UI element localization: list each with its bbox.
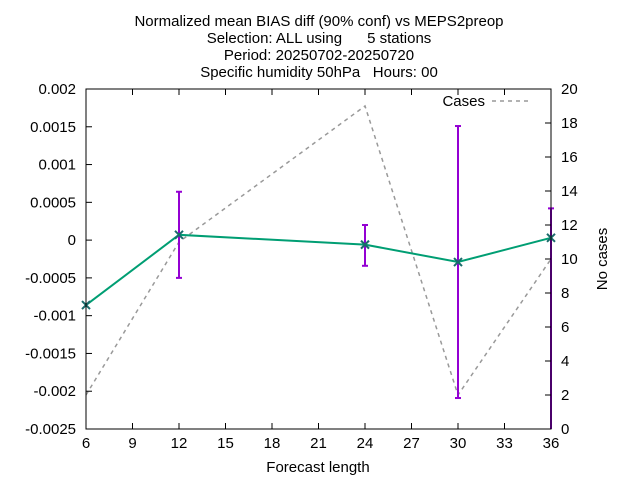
y2-tick-label: 8: [561, 285, 569, 302]
x-tick-label: 6: [82, 435, 90, 452]
bias-point: [174, 230, 184, 240]
y2-tick-label: 10: [561, 251, 578, 268]
x-tick-label: 24: [357, 435, 374, 452]
x-tick-label: 27: [403, 435, 420, 452]
x-tick-label: 33: [496, 435, 513, 452]
y-tick-label: 0.0015: [30, 119, 76, 136]
y-tick-label: 0: [68, 232, 76, 249]
y-tick-label: -0.0005: [25, 270, 76, 287]
title-line-2: Selection: ALL using 5 stations: [207, 30, 432, 47]
bias-point-stroke-b: [360, 239, 370, 250]
x-tick-label: 9: [128, 435, 136, 452]
bias-point-stroke-b: [453, 257, 463, 267]
x-tick-label: 21: [310, 435, 327, 452]
chart-title: Normalized mean BIAS diff (90% conf) vs …: [134, 13, 503, 81]
y2-tick-label: 14: [561, 183, 578, 200]
y2-tick-label: 2: [561, 387, 569, 404]
bias-series: [81, 125, 556, 429]
y-tick-label: -0.0025: [25, 421, 76, 438]
title-line-3: Period: 20250702-20250720: [224, 47, 414, 64]
cases-series: [85, 104, 552, 397]
x-tick-label: 36: [543, 435, 560, 452]
bias-point: [360, 239, 370, 250]
bias-point: [453, 257, 463, 267]
y-tick-label: -0.002: [33, 383, 76, 400]
y2-tick-label: 16: [561, 149, 578, 166]
y-tick-label: -0.0015: [25, 345, 76, 362]
x-axis-label: Forecast length: [266, 459, 369, 476]
cases-line: [85, 104, 552, 397]
y-tick-label: 0.0005: [30, 194, 76, 211]
x-tick-label: 30: [450, 435, 467, 452]
bias-point-stroke-b: [174, 230, 184, 240]
axes: 6 9 12 15 18 21 24 27 30 33 360.0020.00150.0010.00…: [25, 81, 578, 452]
x-tick-label: 15: [217, 435, 234, 452]
title-line-1: Normalized mean BIAS diff (90% conf) vs …: [134, 13, 503, 30]
plot-frame: [85, 88, 552, 430]
y2-tick-label: 6: [561, 319, 569, 336]
y2-tick-label: 4: [561, 353, 569, 370]
y-tick-label: -0.001: [33, 308, 76, 325]
y2-tick-label: 12: [561, 217, 578, 234]
legend-label-cases: Cases: [442, 93, 485, 110]
legend: Cases: [442, 93, 530, 110]
title-line-4: Specific humidity 50hPa Hours: 00: [200, 64, 438, 81]
y2-tick-label: 20: [561, 81, 578, 98]
x-tick-label: 12: [171, 435, 188, 452]
bias-line: [85, 233, 552, 306]
y-tick-label: 0.002: [38, 81, 76, 98]
y-tick-label: 0.001: [38, 157, 76, 174]
y2-tick-label: 18: [561, 115, 578, 132]
x-tick-label: 18: [264, 435, 281, 452]
y2-axis-label: No cases: [594, 228, 611, 291]
y2-tick-label: 0: [561, 421, 569, 438]
